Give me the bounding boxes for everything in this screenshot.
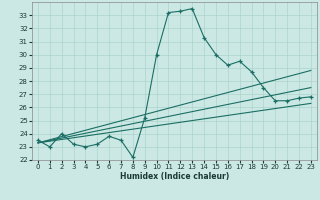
X-axis label: Humidex (Indice chaleur): Humidex (Indice chaleur) — [120, 172, 229, 181]
